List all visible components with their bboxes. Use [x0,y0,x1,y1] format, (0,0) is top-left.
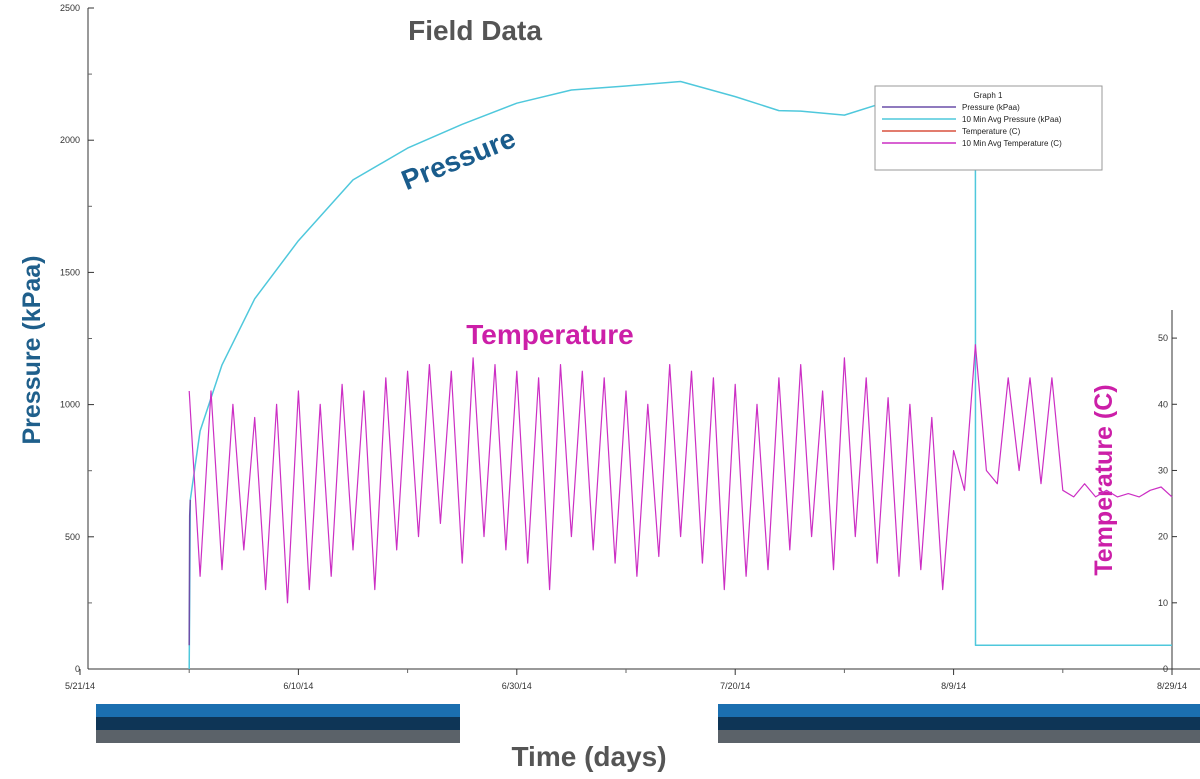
temperature-annotation: Temperature [466,319,634,350]
chart-title: Field Data [408,15,542,46]
legend-entry-label: Pressure (kPaa) [962,103,1020,112]
y-tick-label: 1500 [60,267,80,277]
y2-axis-label: Temperature (C) [1090,384,1118,575]
footer-bar-left [96,704,460,743]
x-axis-label: Time (days) [511,741,666,772]
x-tick-label: 8/9/14 [941,681,966,691]
x-tick-label: 7/20/14 [720,681,750,691]
y-tick-label: 2500 [60,3,80,13]
legend: Graph 1 Pressure (kPaa) 10 Min Avg Pressu… [874,85,1103,171]
x-tick-label: 6/10/14 [283,681,313,691]
y-tick-label: 2000 [60,135,80,145]
y2-tick-label: 10 [1158,598,1168,608]
x-tick-label: 8/29/14 [1157,681,1187,691]
y2-tick-label: 40 [1158,399,1168,409]
y2-tick-label: 20 [1158,532,1168,542]
y-tick-label: 0 [75,664,80,674]
y-tick-label: 500 [65,532,80,542]
legend-entry-label: Temperature (C) [962,127,1021,136]
series-line-pressure-kpaa [188,499,192,646]
legend-entry-label: 10 Min Avg Temperature (C) [962,139,1062,148]
legend-box [874,85,1103,171]
legend-items: Pressure (kPaa) 10 Min Avg Pressure (kPaa… [882,103,1062,148]
axes: 0 500 1000 1500 2000 2500 0 10 20 30 40 50 5/21/14 6/… [60,3,1200,691]
x-tick-label: 6/30/14 [502,681,532,691]
y2-tick-label: 50 [1158,333,1168,343]
series-line-10-min-avg-temperature-c [188,344,1173,604]
legend-title: Graph 1 [974,91,1003,100]
y-axis-label: Pressure (kPaa) [18,255,46,444]
y2-tick-label: 30 [1158,465,1168,475]
footer-bar-right [718,704,1200,743]
pressure-annotation: Pressure [397,122,520,196]
x-tick-label: 5/21/14 [65,681,95,691]
y-tick-label: 1000 [60,400,80,410]
legend-entry-label: 10 Min Avg Pressure (kPaa) [962,115,1062,124]
y2-tick-label: 0 [1163,664,1168,674]
